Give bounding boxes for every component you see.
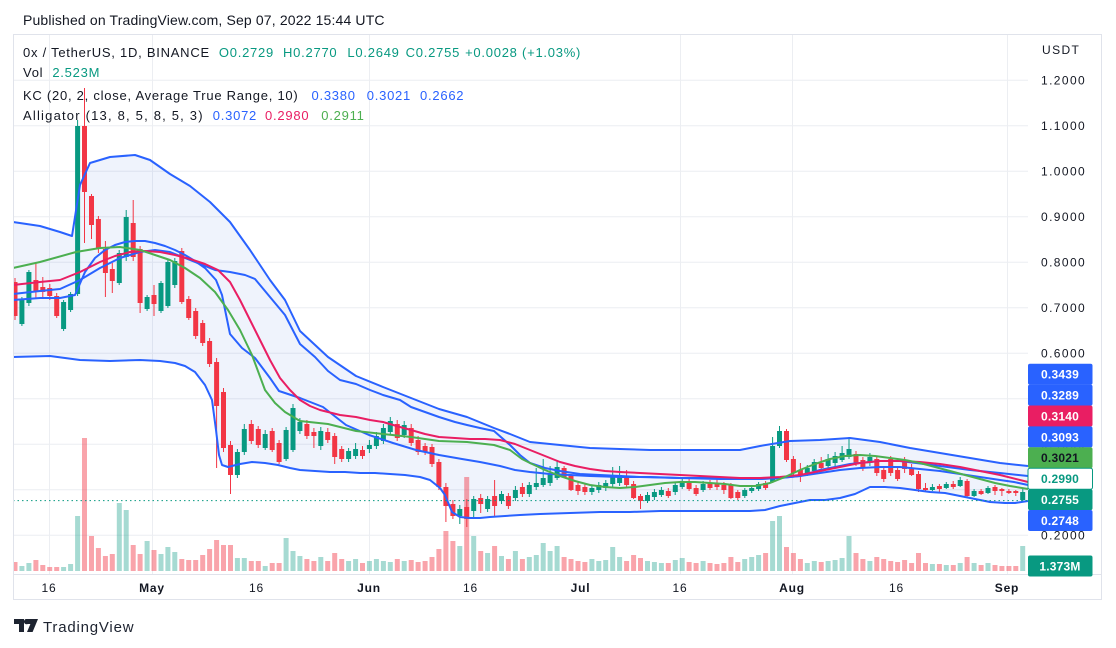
- svg-text:Sep: Sep: [995, 581, 1019, 595]
- svg-text:0.3140: 0.3140: [1041, 409, 1079, 423]
- svg-text:1.0000: 1.0000: [1041, 164, 1086, 178]
- svg-text:Aug: Aug: [779, 581, 805, 595]
- svg-text:0.6000: 0.6000: [1041, 346, 1086, 360]
- svg-text:0.7000: 0.7000: [1041, 301, 1086, 315]
- svg-text:0.3093: 0.3093: [1041, 430, 1079, 444]
- svg-text:0.3021: 0.3021: [1041, 451, 1079, 465]
- svg-text:1.1000: 1.1000: [1041, 119, 1086, 133]
- svg-text:0.2000: 0.2000: [1041, 528, 1086, 542]
- svg-text:0.3289: 0.3289: [1041, 389, 1079, 403]
- svg-text:Jun: Jun: [357, 581, 381, 595]
- svg-text:16: 16: [249, 581, 264, 595]
- svg-text:1.373M: 1.373M: [1039, 559, 1080, 573]
- svg-text:16: 16: [463, 581, 478, 595]
- svg-text:0.8000: 0.8000: [1041, 255, 1086, 269]
- svg-text:16: 16: [673, 581, 688, 595]
- svg-text:0.3439: 0.3439: [1041, 368, 1079, 382]
- svg-text:0.9000: 0.9000: [1041, 210, 1086, 224]
- svg-text:0.2755: 0.2755: [1041, 493, 1079, 507]
- svg-text:May: May: [139, 581, 165, 595]
- svg-text:0.2748: 0.2748: [1041, 514, 1079, 528]
- svg-text:0.2990: 0.2990: [1041, 472, 1079, 486]
- svg-text:16: 16: [42, 581, 57, 595]
- svg-text:Jul: Jul: [571, 581, 591, 595]
- svg-text:USDT: USDT: [1042, 43, 1080, 57]
- svg-text:16: 16: [889, 581, 904, 595]
- svg-text:1.2000: 1.2000: [1041, 73, 1086, 87]
